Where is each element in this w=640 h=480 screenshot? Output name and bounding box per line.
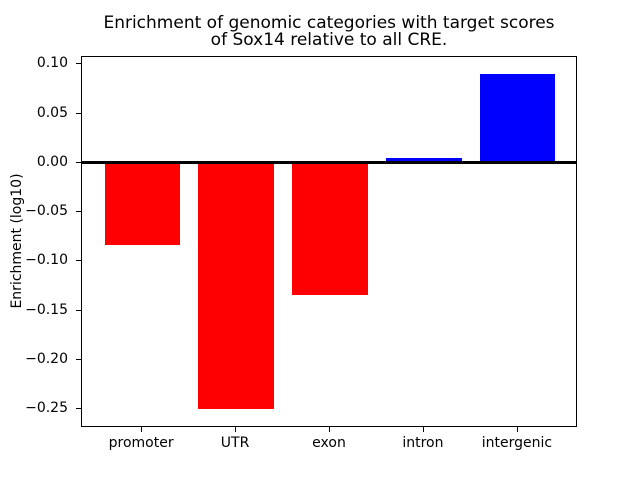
x-tick-label: promoter bbox=[108, 435, 174, 451]
x-tick-label: UTR bbox=[220, 435, 250, 451]
y-axis-label: Enrichment (log10) bbox=[9, 173, 25, 309]
y-tick-mark bbox=[76, 161, 81, 163]
y-tick-mark bbox=[76, 211, 81, 213]
bar-intron bbox=[386, 157, 462, 163]
y-tick-mark bbox=[76, 260, 81, 262]
y-tick-label: 0.00 bbox=[36, 153, 68, 170]
y-tick-label: 0.10 bbox=[36, 55, 68, 72]
y-tick-mark bbox=[76, 309, 81, 311]
y-tick-mark bbox=[76, 358, 81, 360]
bar-promoter bbox=[104, 162, 180, 246]
x-tick-mark bbox=[516, 427, 518, 432]
x-tick-mark bbox=[141, 427, 143, 432]
y-tick-label: −0.05 bbox=[25, 203, 68, 220]
y-tick-label: 0.05 bbox=[36, 104, 68, 121]
y-tick-label: −0.20 bbox=[25, 350, 68, 367]
x-tick-label: intergenic bbox=[481, 435, 553, 451]
x-tick-mark bbox=[235, 427, 237, 432]
y-tick-mark bbox=[76, 63, 81, 65]
bar-intergenic bbox=[480, 74, 556, 163]
y-tick-mark bbox=[76, 112, 81, 114]
y-tick-mark bbox=[76, 407, 81, 409]
plot-area bbox=[81, 56, 577, 427]
y-tick-label: −0.25 bbox=[25, 399, 68, 416]
chart-title: Enrichment of genomic categories with ta… bbox=[81, 15, 577, 49]
chart-title-line1: Enrichment of genomic categories with ta… bbox=[103, 13, 555, 33]
x-tick-mark bbox=[422, 427, 424, 432]
y-tick-label: −0.15 bbox=[25, 301, 68, 318]
x-tick-label: exon bbox=[312, 435, 346, 451]
chart-title-line2: of Sox14 relative to all CRE. bbox=[210, 30, 448, 50]
zero-baseline bbox=[82, 161, 576, 165]
bar-exon bbox=[292, 162, 368, 295]
y-tick-label: −0.10 bbox=[25, 252, 68, 269]
bar-UTR bbox=[198, 162, 274, 409]
x-tick-label: intron bbox=[402, 435, 444, 451]
x-tick-mark bbox=[329, 427, 330, 432]
